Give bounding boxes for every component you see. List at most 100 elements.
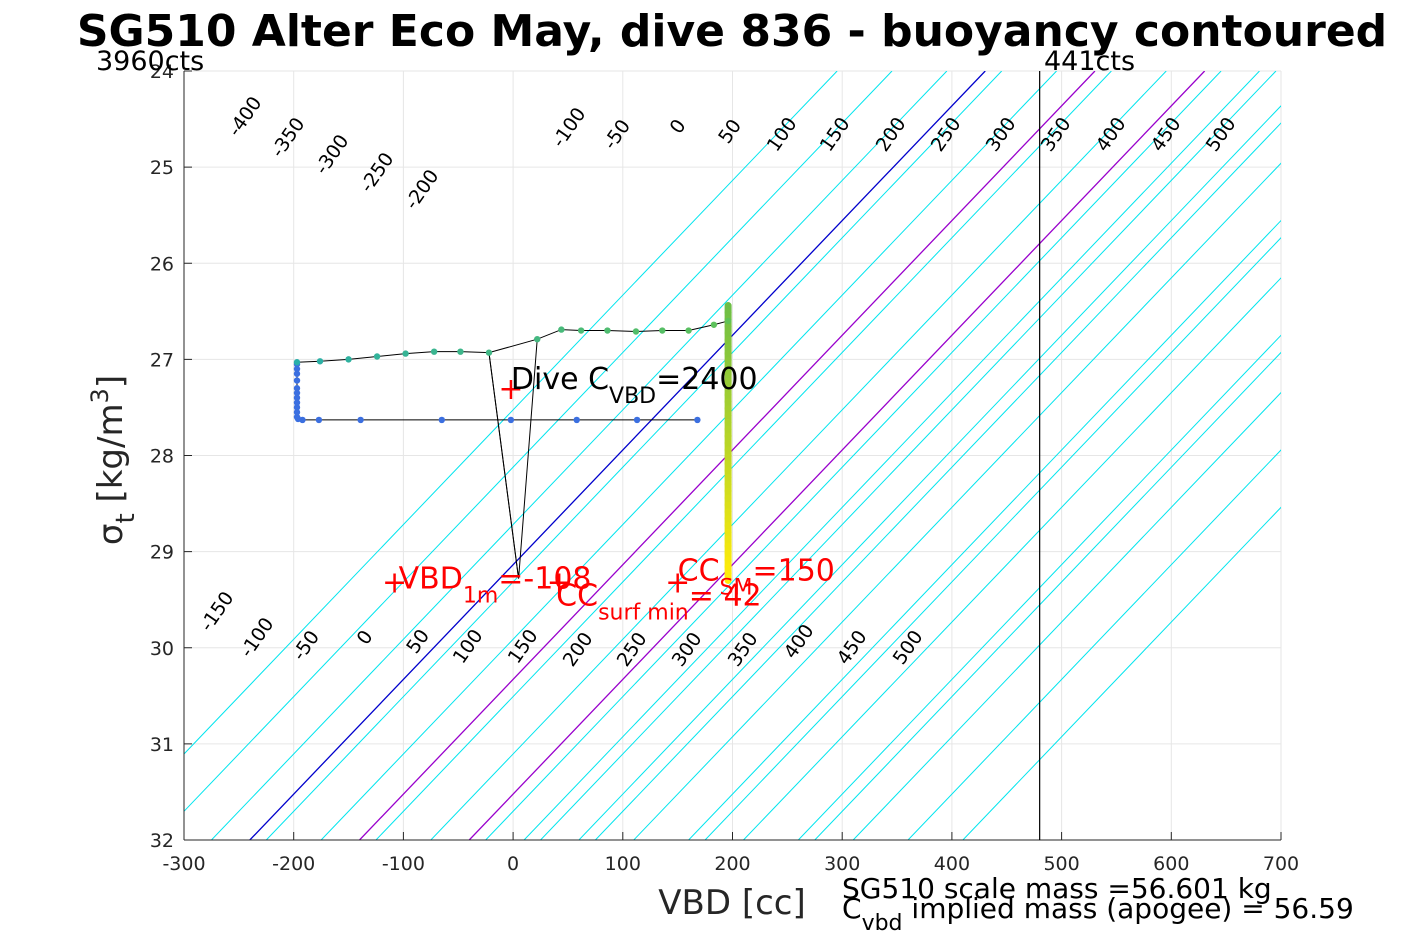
cc-surf-min-label-sub: surf min <box>598 600 689 625</box>
cc-surf-min-label-value: = 42 <box>689 578 762 613</box>
descent-point <box>633 416 641 424</box>
contour-label-top: -250 <box>356 149 399 197</box>
contour-label-bottom: 250 <box>613 628 652 670</box>
ascent-point <box>345 356 352 363</box>
ascent-point <box>710 321 718 328</box>
contour-label-bottom: -150 <box>196 588 239 636</box>
contour-label-top: 0 <box>666 115 691 138</box>
cc-sm-label: CCSM=150 <box>678 553 835 600</box>
descent-point <box>293 394 301 402</box>
y-label-text: [kg/m <box>91 403 131 513</box>
descent-point <box>507 416 515 424</box>
y-tick-label: 25 <box>150 157 174 179</box>
cc-surf-min-label: CCsurf min= 42 <box>556 578 761 625</box>
y-tick-label: 30 <box>150 638 174 660</box>
implied-mass-sub: vbd <box>862 911 903 936</box>
scale-mass-text: SG510 scale mass =56.601 kg <box>842 872 1272 905</box>
contour-label-bottom: -100 <box>236 614 279 662</box>
corner-label-right: 441cts <box>1044 46 1135 77</box>
contour-label-top: -100 <box>548 104 591 152</box>
y-tick-label: 27 <box>150 349 174 371</box>
buoyancy-contours <box>184 71 1281 840</box>
implied-mass-rest: implied mass (apogee) = 56.59 <box>903 892 1354 925</box>
descent-point <box>694 416 701 424</box>
descent-point <box>293 377 301 384</box>
contour-line <box>595 122 1281 840</box>
contour-line <box>211 71 948 840</box>
x-axis-label: VBD [cc] <box>658 883 806 923</box>
ascent-trace <box>296 320 729 363</box>
descent-point <box>293 365 301 373</box>
contour-label-top: -350 <box>267 114 310 162</box>
dive-cvbd-label-main: Dive C <box>511 362 609 397</box>
ascent-point <box>724 317 732 325</box>
contour-label-bottom: 100 <box>449 625 488 667</box>
contour-label-top: 200 <box>872 113 911 155</box>
dive-cvbd-label-value: =2400 <box>656 362 757 397</box>
axes: -300 -200 -100 0 100 200 300 400 500 600 700242526… <box>150 61 1299 875</box>
descent-point <box>357 416 364 424</box>
contour-line <box>249 71 986 840</box>
contour-line <box>430 71 1167 840</box>
cc-sm-label-main: CC <box>678 553 720 588</box>
descent-point <box>293 404 301 411</box>
contour-label-top: -200 <box>401 166 444 214</box>
contour-label-bottom: 150 <box>504 625 543 667</box>
cc-sm-marker: + <box>665 565 690 600</box>
contour-label-top: 50 <box>714 115 746 147</box>
contour-label-top: -400 <box>224 93 267 141</box>
ascent-point <box>316 358 324 365</box>
contour-label-bottom: 350 <box>724 628 763 670</box>
annotations: +Dive CVBD=2400+VBD1m=-108+CCsurf min= 4… <box>382 362 835 625</box>
ascent-point <box>485 349 493 356</box>
contour-line <box>523 71 1260 840</box>
transition-trace <box>488 352 520 579</box>
contour-line <box>814 351 1281 840</box>
y-label-sub: t <box>111 513 141 523</box>
grid <box>183 70 1282 841</box>
contour-line <box>852 391 1281 840</box>
cc-sm-label-value: =150 <box>753 553 835 588</box>
x-tick-label: -200 <box>272 853 315 875</box>
x-tick-label: 300 <box>824 853 860 875</box>
descent-point <box>293 409 301 416</box>
y-tick-label: 26 <box>150 253 174 275</box>
ascent-point <box>604 327 611 334</box>
contour-label-bottom: 400 <box>780 620 819 662</box>
ascent-point <box>430 348 438 355</box>
dive-cvbd-label-sub: VBD <box>609 384 656 409</box>
ascent-point <box>685 327 692 334</box>
cc-surf-min-marker: + <box>547 565 572 600</box>
ascent-point <box>632 328 640 335</box>
ascent-point <box>402 350 409 357</box>
x-tick-label: 500 <box>1043 853 1079 875</box>
x-tick-label: 600 <box>1153 853 1189 875</box>
contour-label-top: 450 <box>1147 113 1186 155</box>
y-label-sup: 3 <box>86 388 114 403</box>
x-tick-label: 400 <box>934 853 970 875</box>
contour-line <box>265 71 1003 840</box>
contour-line <box>962 506 1281 840</box>
x-tick-label: -100 <box>382 853 425 875</box>
dive-cvbd-label: Dive CVBD=2400 <box>511 362 758 409</box>
contour-line <box>578 105 1281 840</box>
descent-point <box>573 416 580 424</box>
contour-line <box>907 449 1281 840</box>
vbd-1m-marker: + <box>382 565 407 600</box>
contour-line <box>375 71 1112 840</box>
contour-line <box>184 71 838 755</box>
contour-label-top: 400 <box>1092 113 1131 155</box>
descent-point <box>293 370 301 377</box>
contour-line <box>320 71 1057 840</box>
y-tick-label: 29 <box>150 542 174 564</box>
y-tick-label: 28 <box>150 446 174 468</box>
x-tick-label: 0 <box>507 853 519 875</box>
contour-label-bottom: 0 <box>353 626 378 649</box>
vbd-1m-label-main: VBD <box>399 561 463 596</box>
y-label-symbol: σ <box>91 524 131 546</box>
descent-point <box>438 416 445 424</box>
ascent-point <box>659 327 666 334</box>
contour-line <box>797 334 1281 840</box>
chart-title: SG510 Alter Eco May, dive 836 - buoyancy… <box>77 6 1387 57</box>
descent-point <box>293 399 301 406</box>
